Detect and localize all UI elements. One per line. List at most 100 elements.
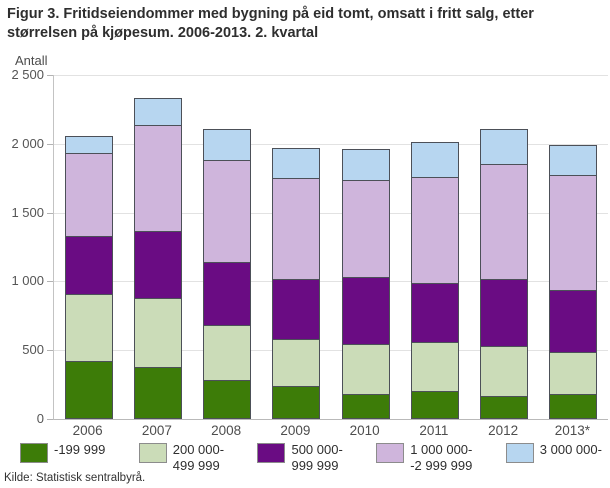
y-tick-mark [47, 75, 53, 76]
bar-segment[interactable] [64, 153, 113, 237]
x-tick-label: 2008 [211, 423, 242, 438]
bar-segment[interactable] [549, 174, 598, 290]
bar-segment[interactable] [203, 379, 252, 419]
bar-segment[interactable] [410, 142, 459, 177]
x-tick-label: 2011 [419, 423, 449, 438]
legend-label: 200 000- 499 999 [172, 442, 225, 473]
bar-segment[interactable] [341, 179, 390, 278]
bar-segment[interactable] [272, 177, 321, 279]
legend-label: 3 000 000- [539, 442, 602, 457]
bar-segment[interactable] [341, 277, 390, 345]
y-tick-mark [47, 350, 53, 352]
bar-segment[interactable] [410, 341, 459, 391]
x-tick-label: 2006 [72, 423, 103, 438]
bar-segment[interactable] [549, 145, 598, 175]
bar-segment[interactable] [203, 324, 252, 380]
y-tick-label: 500 [22, 342, 44, 358]
bar-segment[interactable] [480, 346, 529, 396]
plot-area: 0 500 1 000 1 500 2 000 2 500 [11, 67, 608, 426]
x-axis-labels: 2006 2007 2008 2009 2010 2011 2012 2013* [53, 423, 607, 438]
bar-segment[interactable] [64, 135, 113, 154]
legend-item[interactable]: 500 000- 999 999 [257, 442, 343, 474]
bar-segment[interactable] [480, 278, 529, 347]
stacked-bar-2009 [272, 75, 321, 419]
bar-segment[interactable] [549, 393, 598, 419]
source-note: Kilde: Statistisk sentralbyrå. [4, 472, 146, 484]
bar-segment[interactable] [480, 128, 529, 164]
legend-swatch [376, 443, 405, 463]
stacked-bar-2007 [133, 75, 182, 419]
bar-column [193, 75, 262, 419]
stacked-bar-2011 [410, 75, 459, 419]
bar-column [470, 75, 539, 419]
bar-segment[interactable] [410, 283, 459, 342]
x-tick-label: 2007 [141, 423, 172, 438]
bar-segment[interactable] [64, 236, 113, 294]
legend-swatch [257, 443, 286, 463]
legend-swatch [138, 443, 167, 463]
legend-label: -199 999 [54, 442, 106, 457]
bars-container [54, 75, 608, 419]
bar-column [262, 75, 331, 419]
bar-segment[interactable] [203, 262, 252, 325]
stacked-bar-2008 [203, 75, 252, 419]
y-tick-label: 2 000 [11, 135, 44, 151]
legend-label: 1 000 000- -2 999 999 [410, 442, 473, 473]
legend-label: 500 000- 999 999 [291, 442, 343, 473]
legend-item[interactable]: 1 000 000- -2 999 999 [376, 442, 472, 474]
bar-column [400, 75, 469, 419]
legend: -199 999 200 000- 499 999 500 000- 999 999… [20, 442, 602, 474]
bar-column [539, 75, 608, 419]
legend-swatch [20, 443, 48, 463]
gridline [54, 212, 608, 214]
bar-segment[interactable] [203, 128, 252, 160]
bar-segment[interactable] [133, 367, 182, 419]
legend-item[interactable]: 3 000 000- [505, 442, 602, 463]
bar-column [123, 75, 192, 419]
bar-segment[interactable] [410, 390, 459, 419]
gridline [54, 143, 608, 145]
bar-segment[interactable] [272, 339, 321, 386]
stacked-bar-2013 [549, 75, 598, 419]
bar-segment[interactable] [133, 97, 182, 126]
bar-segment[interactable] [549, 289, 598, 352]
bar-segment[interactable] [272, 385, 321, 419]
gridline [54, 350, 608, 352]
x-tick-label: 2013* [554, 423, 591, 438]
y-tick-mark [47, 281, 53, 283]
bar-segment[interactable] [133, 231, 182, 298]
x-tick-label: 2010 [349, 423, 380, 438]
stacked-bar-2010 [341, 75, 390, 419]
figure-title: Figur 3. Fritidseiendommer med bygning p… [7, 6, 534, 41]
legend-swatch [505, 443, 534, 463]
bar-segment[interactable] [480, 163, 529, 279]
x-tick-label: 2009 [280, 423, 311, 438]
bar-segment[interactable] [272, 278, 321, 340]
y-axis-title: Antall [15, 53, 48, 68]
legend-item[interactable]: 200 000- 499 999 [138, 442, 225, 474]
bar-segment[interactable] [549, 351, 598, 394]
bar-segment[interactable] [133, 125, 182, 232]
y-tick-mark [47, 143, 53, 145]
bar-segment[interactable] [341, 148, 390, 180]
bar-segment[interactable] [133, 297, 182, 368]
legend-item[interactable]: -199 999 [20, 442, 105, 463]
y-tick-mark [47, 419, 53, 420]
bar-segment[interactable] [341, 394, 390, 419]
bar-column [331, 75, 400, 419]
stacked-bar-2012 [480, 75, 529, 419]
bar-segment[interactable] [272, 147, 321, 178]
bar-segment[interactable] [203, 159, 252, 263]
bar-segment[interactable] [341, 344, 390, 395]
bar-segment[interactable] [64, 360, 113, 419]
y-tick-label: 1 500 [11, 204, 44, 220]
y-tick-label: 1 000 [11, 273, 44, 289]
bar-segment[interactable] [410, 176, 459, 284]
stacked-bar-2006 [64, 75, 113, 419]
bar-segment[interactable] [480, 395, 529, 419]
gridline [54, 75, 608, 76]
bar-column [54, 75, 123, 419]
bar-segment[interactable] [64, 293, 113, 361]
y-tick-mark [47, 212, 53, 214]
